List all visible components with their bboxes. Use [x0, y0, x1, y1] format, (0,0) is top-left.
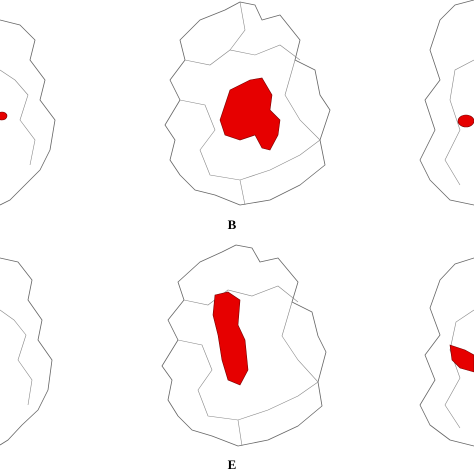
district-border — [0, 69, 36, 166]
district-border — [184, 44, 301, 66]
district-border — [183, 285, 299, 306]
district-border — [239, 179, 246, 206]
panel-label: B — [228, 217, 237, 232]
map-panel-f — [419, 257, 474, 447]
map-outline — [0, 257, 53, 446]
district-border — [177, 339, 319, 421]
map-outline — [419, 257, 474, 447]
highlighted-region — [212, 291, 249, 386]
district-border — [284, 59, 321, 141]
district-border — [444, 59, 474, 186]
highlighted-region — [219, 77, 281, 151]
highlighted-region — [449, 344, 474, 373]
map-panel-b: B — [164, 1, 331, 232]
district-border — [281, 301, 319, 383]
district-border — [237, 419, 243, 447]
district-border — [229, 1, 246, 51]
highlighted-region — [0, 111, 8, 121]
map-panel-e: E — [161, 244, 327, 472]
district-border — [444, 309, 474, 429]
map-outline — [419, 0, 474, 206]
map-panel-a — [0, 19, 56, 206]
map-panel-d — [0, 257, 53, 446]
panel-label: E — [228, 457, 237, 472]
map-outline — [0, 19, 56, 206]
district-border — [0, 309, 33, 406]
district-border — [179, 99, 321, 181]
map-panel-c — [419, 0, 474, 206]
highlighted-region — [457, 114, 474, 128]
